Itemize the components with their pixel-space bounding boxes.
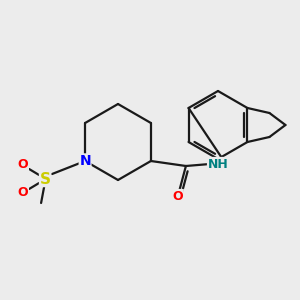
Text: S: S (40, 172, 51, 187)
Text: O: O (18, 158, 28, 172)
Text: N: N (79, 154, 91, 168)
Text: O: O (172, 190, 183, 202)
Text: NH: NH (208, 158, 228, 170)
Text: O: O (18, 187, 28, 200)
